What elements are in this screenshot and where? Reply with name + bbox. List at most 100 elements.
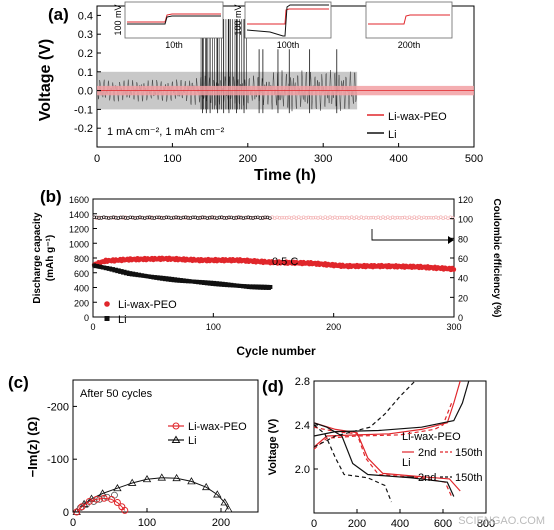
inset-200th-red [368,14,450,25]
d-x-tick-label-4: 800 [477,518,495,530]
inset-100th-ylabel: 100 mV [233,4,243,35]
ce-point-li-wax-peo [282,215,287,220]
d-x-tick-label-1: 200 [348,518,366,530]
panel-d-legend: Li-wax-PEO 2nd 150th Li 2nd 150th [402,431,483,484]
ce-point-li-wax-peo [306,215,311,220]
ce-point-li-wax-peo [280,215,284,220]
panel-d-y-label: Voltage (V) [267,418,279,475]
capacity-point-li [268,284,273,289]
nyquist-point-li [77,504,84,512]
b-y-tick-label-1: 200 [74,298,89,308]
inset-10th-title: 10th [165,40,183,50]
ce-point-li [138,215,142,219]
panel-c-x-ticks: 0 100 200 [70,508,230,529]
nyquist-point-li [187,477,196,485]
inset-10th-black [127,15,221,25]
ce-point-li [191,215,195,220]
legend-c-marker-li [171,435,181,443]
ce-point-li [128,215,133,219]
ce-point-li [169,216,173,220]
ce-point-li [227,215,231,220]
b-y-tick-label-7: 1400 [69,210,89,220]
panel-b-y2-label: Coulombic efficiency (%) [491,199,502,318]
panel-a-annotation: 1 mA cm⁻², 1 mAh cm⁻² [107,126,225,138]
panel-a-label: (a) [48,5,69,24]
b-y2-tick-label-3: 60 [458,254,468,264]
inset-200th-title: 200th [398,40,421,50]
panel-c-label: (c) [8,373,29,392]
inset-200th: 200th [365,1,453,50]
legend-label-b-li: Li [118,314,127,326]
legend-d-title-2: Li [402,457,411,469]
d-y-tick-label-2: 2.8 [295,376,310,388]
capacity-point-li-wax-peo [451,267,457,272]
panel-b-arrowhead [448,236,454,244]
ce-point-li [205,216,210,220]
ce-point-li-wax-peo [366,216,371,220]
legend-label-li-wax-peo: Li-wax-PEO [388,111,447,123]
b-y-tick-label-2: 400 [74,284,89,294]
inset-200th-frame [365,1,453,39]
b-y-tick-label-8: 1600 [69,195,89,205]
ce-point-li [97,216,101,220]
a-y-tick-label-3: 0.1 [78,67,93,79]
inset-10th-frame [124,1,224,39]
panel-d-x-ticks: 0 200 400 600 800 [311,509,495,530]
nyquist-point-li-wax-peo [121,506,129,514]
b-y2-tick-label-1: 20 [458,293,468,303]
legend-c-marker-li-wax-peo [172,422,180,430]
b-y2-tick-label-2: 40 [458,274,468,284]
ce-point-li [92,215,96,220]
b-y-tick-label-6: 1200 [69,225,89,235]
panel-c-y-label: −Im(z) (Ω) [25,417,40,478]
a-y-tick-label-5: 0.3 [78,29,93,41]
a-x-tick-label-2: 200 [239,153,257,165]
c-y-tick-label-0: 0 [63,507,69,519]
ce-point-li [114,216,118,220]
ce-point-li [248,216,253,220]
panel-b-annotation: 0.5 C [272,256,298,268]
d-x-tick-label-0: 0 [311,518,317,530]
ce-point-li [268,216,272,220]
panel-c-annotation: After 50 cycles [80,388,153,400]
ce-point-li [140,215,145,220]
b-y-tick-label-5: 1000 [69,239,89,249]
c-x-tick-label-2: 200 [212,517,230,529]
curve-li-2nd-discharge [313,422,455,497]
ce-point-li [174,215,178,219]
b-y-tick-label-0: 0 [84,313,89,323]
panel-b-y-unit: (mAh g⁻¹) [45,235,56,281]
ce-point-li [150,216,154,220]
nyquist-point-li [111,491,118,499]
ce-point-li [212,216,217,220]
ce-point-li [258,216,262,220]
ce-point-li-wax-peo [424,216,429,220]
ce-point-li [106,216,111,220]
legend-c-label-li-wax-peo: Li-wax-PEO [188,421,247,433]
curve-li-150th-charge [313,380,416,448]
panel-b-legend: Li-wax-PEO Li [104,299,177,326]
nyquist-point-li-wax-peo [113,498,121,506]
ce-point-li [176,216,181,220]
panel-b-y-label: Discharge capacity [32,212,43,304]
ce-point-li [181,215,185,220]
b-y-tick-label-3: 600 [74,269,89,279]
b-y-tick-label-4: 800 [74,254,89,264]
ce-point-li-wax-peo [369,215,373,220]
panel-b-arrow [371,229,448,241]
legend-marker-li-wax-peo [104,301,110,307]
ce-point-li [145,215,149,220]
inset-10th: 10th 100 mV [113,1,224,50]
panel-a-y-ticks: -0.2 -0.1 0.0 0.1 0.2 0.3 0.4 [74,10,101,135]
panel-b-x-ticks: 0 100 200 300 [90,313,462,332]
legend-label-li: Li [388,129,397,141]
nyquist-point-li-wax-peo [100,494,108,502]
ce-point-li [208,216,212,220]
panel-c-data [72,473,233,516]
panel-b-data [91,215,457,290]
inset-10th-ylabel: 100 mV [113,4,123,35]
ce-point-li-wax-peo [398,215,402,220]
curve-li-wax-peo-2nd-charge [313,380,461,448]
panel-d: (d) 2.02.42.8 0 200 400 600 800 Voltage (V) … [262,376,495,530]
ce-point-li-wax-peo [451,216,455,220]
